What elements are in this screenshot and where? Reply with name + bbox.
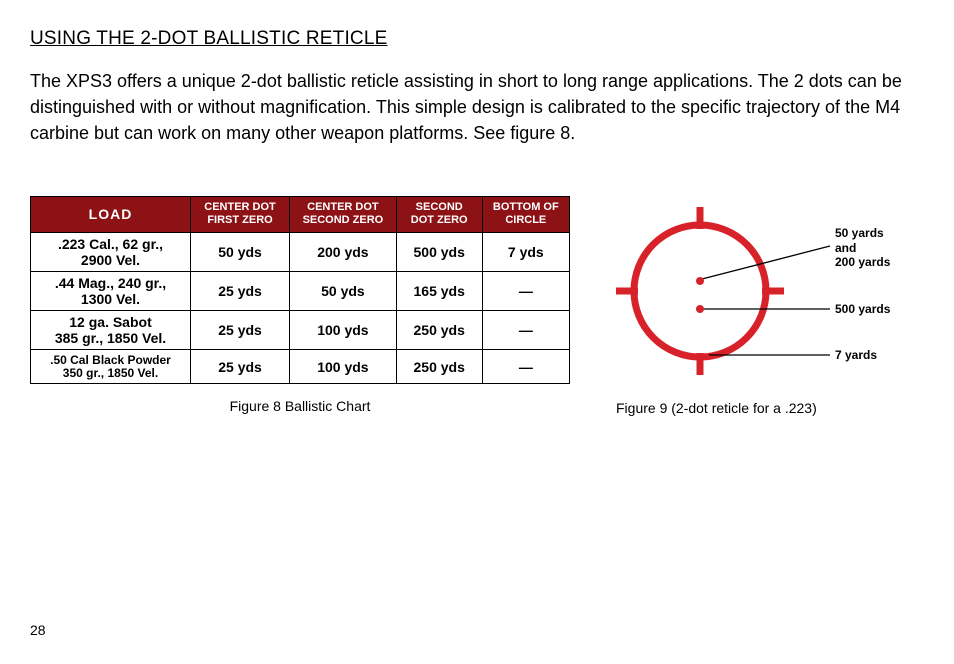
cell-first-zero: 25 yds [191,311,290,350]
cell-load: 12 ga. Sabot 385 gr., 1850 Vel. [31,311,191,350]
col-header-second-dot-zero: SECOND DOT ZERO [396,197,482,232]
cell-second-dot-zero: 165 yds [396,271,482,310]
cell-second-dot-zero: 250 yds [396,311,482,350]
diagram-label: 500 yards [835,302,890,316]
figure-9-caption: Figure 9 (2-dot reticle for a .223) [616,400,920,416]
diagram-label: 7 yards [835,348,877,362]
col-header-second-zero: CENTER DOT SECOND ZERO [290,197,397,232]
figure-8-caption: Figure 8 Ballistic Chart [30,398,570,414]
table-row: .50 Cal Black Powder 350 gr., 1850 Vel.2… [31,350,570,384]
ballistic-table: LOAD CENTER DOT FIRST ZERO CENTER DOT SE… [30,196,570,384]
diagram-label: 50 yards and 200 yards [835,226,890,269]
body-paragraph: The XPS3 offers a unique 2-dot ballistic… [30,68,924,146]
cell-bottom-circle: — [482,350,569,384]
cell-bottom-circle: — [482,271,569,310]
col-header-load: LOAD [31,197,191,232]
cell-second-dot-zero: 500 yds [396,232,482,271]
cell-first-zero: 25 yds [191,350,290,384]
page-number: 28 [30,622,46,638]
cell-load: .50 Cal Black Powder 350 gr., 1850 Vel. [31,350,191,384]
cell-second-zero: 100 yds [290,350,397,384]
cell-first-zero: 25 yds [191,271,290,310]
cell-first-zero: 50 yds [191,232,290,271]
cell-load: .223 Cal., 62 gr., 2900 Vel. [31,232,191,271]
cell-second-zero: 200 yds [290,232,397,271]
ballistic-table-body: .223 Cal., 62 gr., 2900 Vel.50 yds200 yd… [31,232,570,384]
table-row: .44 Mag., 240 gr., 1300 Vel.25 yds50 yds… [31,271,570,310]
cell-load: .44 Mag., 240 gr., 1300 Vel. [31,271,191,310]
cell-second-dot-zero: 250 yds [396,350,482,384]
col-header-first-zero: CENTER DOT FIRST ZERO [191,197,290,232]
section-heading: USING THE 2-DOT BALLISTIC RETICLE [30,28,924,50]
cell-bottom-circle: — [482,311,569,350]
cell-second-zero: 100 yds [290,311,397,350]
reticle-diagram: 50 yards and 200 yards 500 yards 7 yards [610,196,920,386]
cell-bottom-circle: 7 yds [482,232,569,271]
cell-second-zero: 50 yds [290,271,397,310]
table-row: .223 Cal., 62 gr., 2900 Vel.50 yds200 yd… [31,232,570,271]
col-header-bottom-circle: BOTTOM OF CIRCLE [482,197,569,232]
table-row: 12 ga. Sabot 385 gr., 1850 Vel.25 yds100… [31,311,570,350]
